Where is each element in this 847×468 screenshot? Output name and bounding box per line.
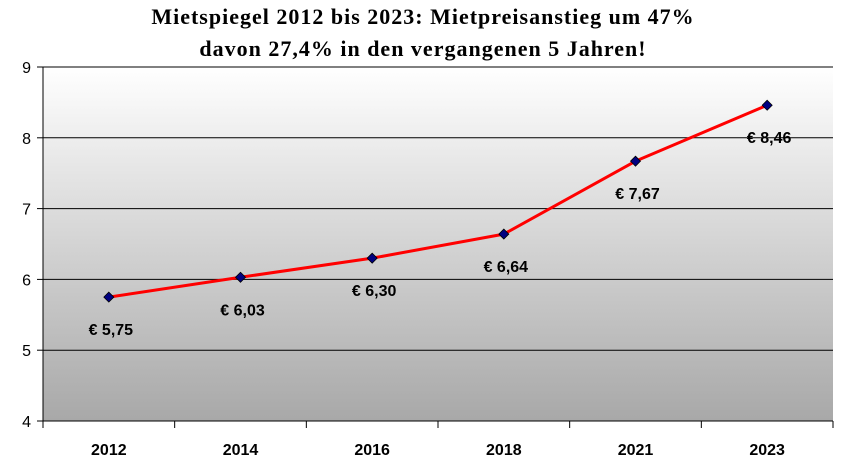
ytick-label-4: 4: [22, 414, 31, 431]
ytick-label-9: 9: [22, 60, 31, 77]
series-line: [108, 103, 768, 299]
axes: [37, 66, 834, 428]
data-point-2023: [761, 99, 773, 111]
data-point-2012: [103, 291, 115, 303]
xtick-label-2018: 2018: [486, 442, 522, 459]
xtick-label-2016: 2016: [354, 442, 390, 459]
data-label-2018: € 6,64: [484, 259, 529, 276]
ytick-label-6: 6: [22, 272, 31, 289]
ytick-label-7: 7: [22, 202, 31, 219]
data-point-2014: [234, 271, 247, 283]
chart-title-line-2: davon 27,4% in den vergangenen 5 Jahren!: [199, 36, 646, 61]
xtick-label-2012: 2012: [91, 442, 127, 459]
data-point-2018: [498, 228, 510, 240]
chart-title-line-1: Mietspiegel 2012 bis 2023: Mietpreisanst…: [151, 4, 694, 29]
series-mietpreis: [103, 99, 773, 303]
data-labels: € 5,75 € 6,03 € 6,30 € 6,64 € 7,67 € 8,46: [89, 130, 792, 339]
plot-area: [43, 67, 833, 421]
data-label-2012: € 5,75: [89, 322, 134, 339]
ytick-label-8: 8: [22, 131, 31, 148]
grid-lines: [43, 66, 833, 351]
xtick-label-2014: 2014: [223, 442, 259, 459]
y-tick-labels: 4 5 6 7 8 9: [22, 60, 31, 431]
x-tick-labels: 2012 2014 2016 2018 2021 2023: [91, 442, 785, 459]
data-point-2021: [629, 155, 642, 167]
data-label-2021: € 7,67: [615, 186, 660, 203]
xtick-label-2021: 2021: [618, 442, 654, 459]
data-label-2023: € 8,46: [747, 130, 792, 147]
xtick-label-2023: 2023: [749, 442, 785, 459]
data-label-2014: € 6,03: [220, 302, 265, 319]
data-label-2016: € 6,30: [352, 283, 397, 300]
data-point-2016: [366, 252, 378, 264]
ytick-label-5: 5: [22, 343, 31, 360]
